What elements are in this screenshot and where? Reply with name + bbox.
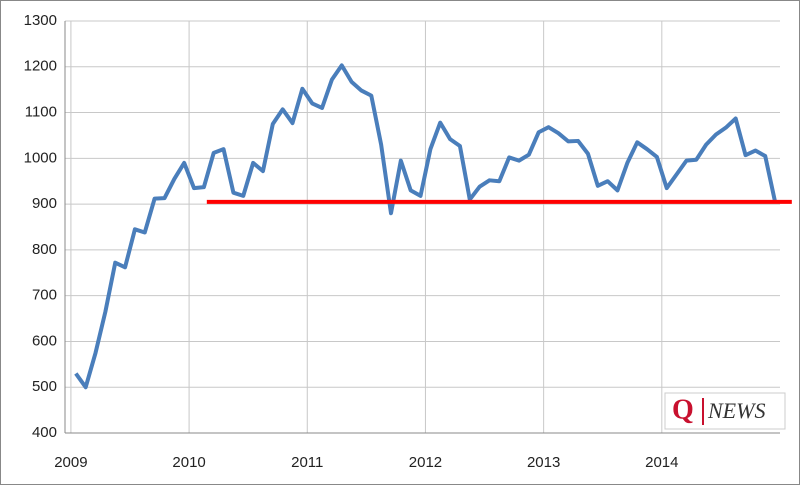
y-tick-label: 900 — [32, 195, 57, 212]
x-tick-label: 2010 — [172, 454, 205, 471]
y-tick-label: 1300 — [24, 12, 57, 29]
y-tick-label: 800 — [32, 241, 57, 258]
y-tick-label: 1200 — [24, 58, 57, 75]
x-tick-label: 2011 — [291, 454, 323, 471]
x-tick-label: 2009 — [54, 454, 87, 471]
logo-mark: Q — [672, 394, 694, 425]
logo-box — [664, 392, 786, 430]
x-tick-label: 2012 — [409, 454, 442, 471]
plot — [74, 63, 792, 390]
y-tick-label: 600 — [32, 332, 57, 349]
y-tick-label: 700 — [32, 287, 57, 304]
y-tick-label: 400 — [32, 424, 57, 441]
y-tick-label: 1000 — [24, 149, 57, 166]
x-tick-label: 2013 — [527, 454, 560, 471]
logo-text: NEWS — [707, 398, 765, 423]
data-line — [74, 63, 778, 390]
x-tick-label: 2014 — [645, 454, 678, 471]
y-tick-label: 1100 — [25, 104, 57, 121]
grid: 400 500 600 700 800 900 1000 1100 1200 1300 2009 20… — [24, 12, 780, 471]
y-tick-label: 500 — [32, 378, 57, 395]
